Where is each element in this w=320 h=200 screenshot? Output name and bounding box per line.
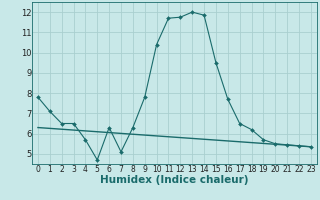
X-axis label: Humidex (Indice chaleur): Humidex (Indice chaleur)	[100, 175, 249, 185]
